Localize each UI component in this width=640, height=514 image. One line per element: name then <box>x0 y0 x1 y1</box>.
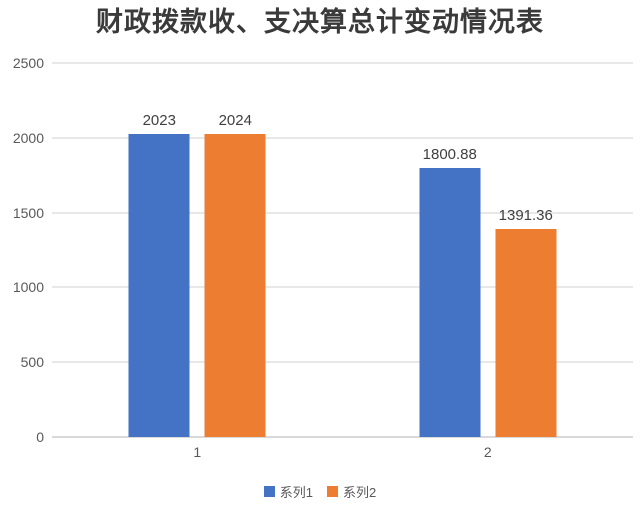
legend-label: 系列1 <box>279 485 313 500</box>
legend-item-系列2: 系列2 <box>327 482 376 501</box>
y-axis-tick-label: 1500 <box>12 204 44 221</box>
y-axis-tick-label: 2500 <box>12 55 44 71</box>
bar-系列1-cat1: 2023 <box>128 112 190 437</box>
x-axis-line <box>52 436 633 438</box>
data-label: 2023 <box>142 112 176 130</box>
data-label: 1391.36 <box>498 206 553 224</box>
y-axis-tick-label: 500 <box>20 354 44 371</box>
bar-rect <box>204 134 266 437</box>
data-label: 2024 <box>218 112 252 130</box>
y-axis: 0 500 1000 1500 2000 2500 <box>0 56 44 444</box>
plot-area: 2023 2024 1800.88 1391.36 <box>52 62 633 438</box>
legend-item-系列1: 系列1 <box>263 482 313 501</box>
legend-swatch-icon <box>263 486 275 497</box>
x-axis-tick-label: 2 <box>483 444 492 460</box>
y-axis-tick-label: 2000 <box>12 129 44 146</box>
y-axis-tick-label: 1000 <box>12 279 44 296</box>
bar-rect <box>419 167 481 437</box>
gridline <box>52 136 633 139</box>
data-label: 1800.88 <box>422 145 477 163</box>
bar-系列2-cat2: 1391.36 <box>495 207 557 437</box>
y-axis-tick-label: 0 <box>36 429 44 445</box>
bar-系列1-cat2: 1800.88 <box>419 146 481 437</box>
legend-label: 系列2 <box>343 485 377 500</box>
bar-group-1: 2023 2024 <box>128 63 266 437</box>
bar-系列2-cat1: 2024 <box>204 112 266 437</box>
bar-group-2: 1800.88 1391.36 <box>419 63 557 437</box>
gridline <box>52 211 633 214</box>
gridline <box>52 361 633 364</box>
gridline <box>52 286 633 289</box>
legend-swatch-icon <box>327 486 338 497</box>
gridline <box>52 62 633 64</box>
chart-title: 财政拨款收、支决算总计变动情况表 <box>96 7 544 37</box>
x-axis-tick-label: 1 <box>193 444 202 460</box>
bar-rect <box>128 134 190 437</box>
legend: 系列1 系列2 <box>0 482 640 501</box>
bar-rect <box>495 228 557 437</box>
